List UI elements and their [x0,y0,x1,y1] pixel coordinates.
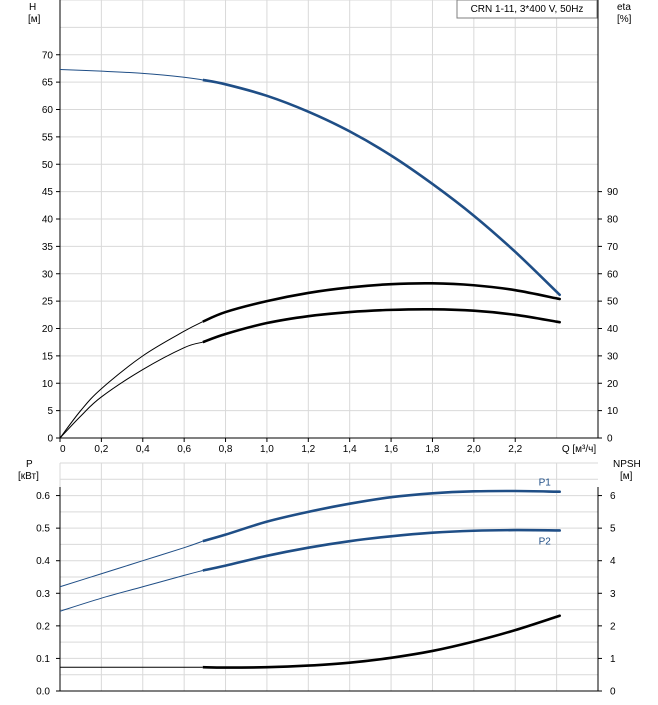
x-tick-label: 0,8 [219,444,233,455]
bottom-right-tick-label: 0 [610,687,616,698]
bottom-right-axis-unit: [м] [620,471,633,482]
top-left-tick-label: 70 [42,50,54,61]
top-right-tick-label: 40 [607,324,619,335]
x-tick-label: 1,0 [260,444,274,455]
bottom-right-axis-title: NPSH [613,459,641,470]
title-box [456,0,598,19]
top-series-eta-line [202,281,561,323]
top-right-tick-label: 20 [607,379,619,390]
bottom-series-p1-line [202,489,561,543]
bottom-right-tick-label: 6 [610,491,616,502]
x-tick-label: 1,8 [426,444,440,455]
bottom-left-tick-label: 0.2 [36,621,50,632]
top-right-tick-label: 50 [607,297,619,308]
x-tick-label: 2,0 [467,444,481,455]
top-right-axis-unit: [%] [617,14,632,25]
series-label-p2: P2 [539,536,552,547]
bottom-left-tick-label: 0.3 [36,589,50,600]
top-right-axis-title: eta [617,2,631,13]
top-series-eta-lower-thin-line [59,341,203,439]
top-left-tick-label: 20 [42,324,54,335]
top-right-tick-label: 90 [607,187,619,198]
bottom-right-tick-label: 2 [610,621,616,632]
top-series-eta-thin-line [59,321,204,439]
top-right-tick-label: 0 [607,434,613,445]
bottom-left-tick-label: 0.5 [36,524,50,535]
x-tick-label: 0,4 [136,444,150,455]
x-tick-label: 1,6 [384,444,398,455]
top-left-axis-unit: [м] [28,14,41,25]
bottom-right-tick-label: 3 [610,589,616,600]
top-left-tick-label: 0 [47,434,53,445]
top-left-tick-label: 65 [42,78,54,89]
top-left-tick-label: 5 [47,406,53,417]
top-right-tick-label: 60 [607,269,619,280]
x-tick-label: 1,2 [301,444,315,455]
bottom-series-npsh-line [202,614,561,669]
bottom-left-tick-label: 0.6 [36,491,50,502]
top-left-tick-label: 40 [42,215,54,226]
bottom-left-tick-label: 0.0 [36,687,50,698]
top-left-tick-label: 60 [42,105,54,116]
top-left-tick-label: 35 [42,242,54,253]
bottom-series-p2-line [202,528,561,572]
bottom-left-axis-title: P [26,459,33,470]
bottom-right-tick-label: 4 [610,556,616,567]
top-right-tick-label: 10 [607,406,619,417]
top-left-axis-title: H [29,2,36,13]
bottom-left-tick-label: 0.1 [36,654,50,665]
top-left-tick-label: 50 [42,160,54,171]
top-series-h-thin-line [59,69,203,81]
x-axis-label: Q [м³/ч] [562,444,597,455]
x-tick-label: 2,2 [508,444,522,455]
bottom-left-tick-label: 0.4 [36,556,50,567]
bottom-series-p1-thin-line [59,540,203,588]
x-tick-label: 0,2 [94,444,108,455]
top-right-tick-label: 30 [607,351,619,362]
top-left-tick-label: 10 [42,379,54,390]
x-tick-label: 1,4 [343,444,357,455]
x-tick-label: 0,6 [177,444,191,455]
top-series-h-line [202,78,561,297]
top-left-tick-label: 45 [42,187,54,198]
x-tick-label: 0 [60,444,66,455]
chart-title: CRN 1-11, 3*400 V, 50Hz [471,4,584,15]
series-label-p1: P1 [539,478,552,489]
top-right-tick-label: 80 [607,215,619,226]
bottom-right-tick-label: 1 [610,654,616,665]
top-left-tick-label: 30 [42,269,54,280]
top-left-tick-label: 55 [42,132,54,143]
bottom-right-tick-label: 5 [610,524,616,535]
bottom-series-p2-thin-line [59,570,203,612]
top-series-eta-lower-line [202,308,561,344]
top-left-tick-label: 15 [42,351,54,362]
top-right-tick-label: 70 [607,242,619,253]
bottom-left-axis-unit: [кВт] [18,471,39,482]
top-left-tick-label: 25 [42,297,54,308]
